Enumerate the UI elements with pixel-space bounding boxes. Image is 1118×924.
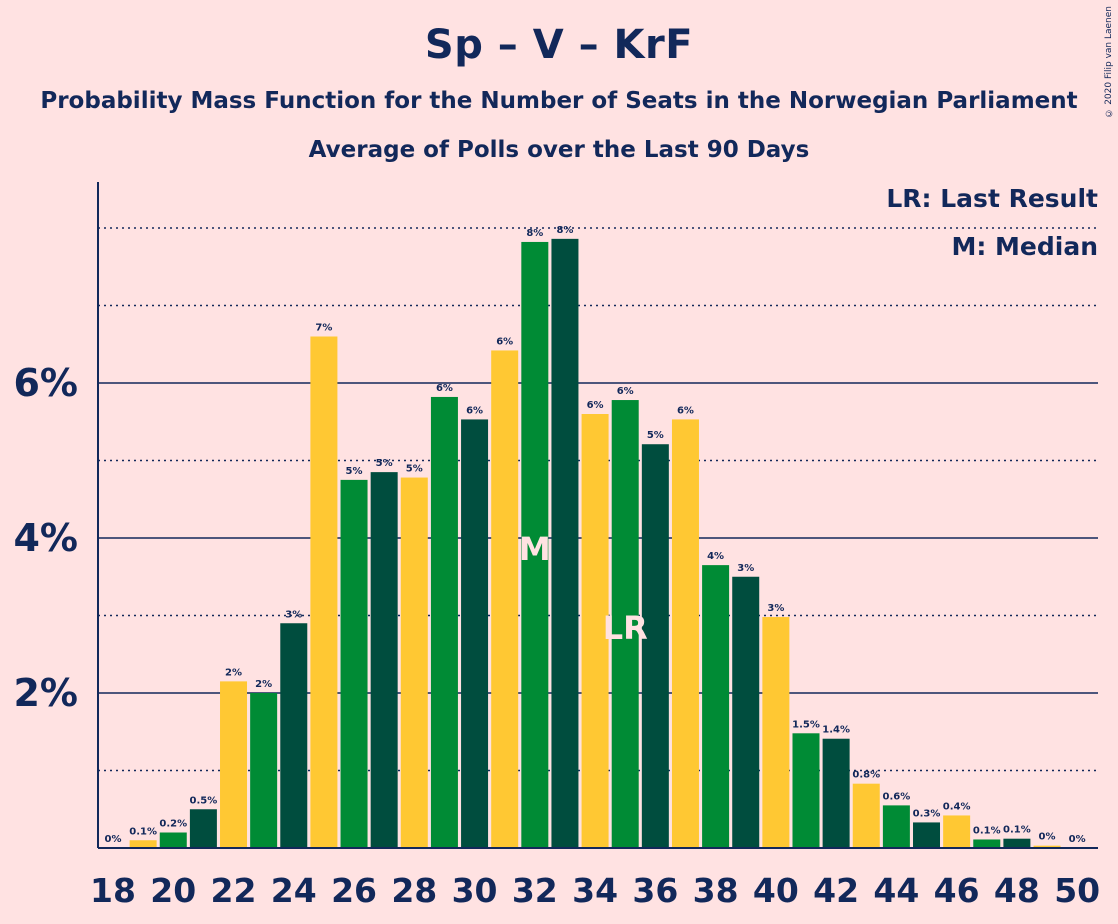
chart-title: Sp – V – KrF xyxy=(424,22,694,68)
bar xyxy=(852,783,880,848)
bar xyxy=(189,809,217,848)
bar xyxy=(671,419,699,848)
bar xyxy=(340,479,368,848)
bar-data-label: 0% xyxy=(1069,834,1086,845)
last-result-marker: LR xyxy=(603,609,648,647)
bar xyxy=(913,822,941,848)
bar-data-label: 0.6% xyxy=(883,791,911,802)
bar-data-label: 3% xyxy=(285,609,302,620)
x-tick-label: 36 xyxy=(632,871,678,910)
chart-subtitle-secondary: Average of Polls over the Last 90 Days xyxy=(308,137,810,163)
bar-data-label: 0% xyxy=(1039,832,1056,843)
x-tick-label: 44 xyxy=(873,871,919,910)
bar xyxy=(370,472,398,848)
bar xyxy=(822,738,850,848)
median-marker: M xyxy=(519,530,551,568)
bar xyxy=(551,238,579,849)
bar-data-label: 6% xyxy=(436,383,453,394)
x-tick-label: 28 xyxy=(391,871,437,910)
legend-last-result: LR: Last Result xyxy=(886,184,1098,213)
legend-median: M: Median xyxy=(951,232,1098,261)
bar-data-label: 6% xyxy=(466,405,483,416)
bar xyxy=(430,396,458,848)
bar-data-label: 2% xyxy=(225,667,242,678)
bar-data-label: 0.1% xyxy=(973,825,1001,836)
bar xyxy=(611,400,639,848)
x-tick-label: 30 xyxy=(452,871,498,910)
x-tick-label: 32 xyxy=(512,871,558,910)
x-tick-label: 42 xyxy=(813,871,859,910)
bar-data-label: 2% xyxy=(255,679,272,690)
bar-data-label: 3% xyxy=(737,563,754,574)
chart-subtitle: Probability Mass Function for the Number… xyxy=(40,88,1078,114)
bar xyxy=(310,336,338,848)
x-tick-label: 34 xyxy=(572,871,618,910)
bar xyxy=(1033,845,1061,848)
x-tick-label: 18 xyxy=(90,871,136,910)
bar-data-label: 6% xyxy=(617,386,634,397)
bar-data-label: 8% xyxy=(526,228,543,239)
bar xyxy=(581,414,609,848)
bar xyxy=(732,576,760,848)
x-tick-label: 50 xyxy=(1054,871,1100,910)
bar xyxy=(220,681,248,848)
bar xyxy=(400,477,428,848)
bar xyxy=(792,733,820,848)
bar-data-label: 1.4% xyxy=(822,725,850,736)
x-tick-label: 48 xyxy=(994,871,1040,910)
bar-data-label: 4% xyxy=(707,551,724,562)
bar xyxy=(250,693,278,848)
bar-data-label: 6% xyxy=(677,405,694,416)
x-tick-label: 20 xyxy=(150,871,196,910)
bar-data-label: 0.1% xyxy=(1003,825,1031,836)
bar xyxy=(159,832,187,848)
bar xyxy=(129,840,157,848)
bar xyxy=(973,839,1001,848)
x-tick-label: 40 xyxy=(753,871,799,910)
bar xyxy=(762,617,790,848)
bar-data-label: 0.2% xyxy=(159,819,187,830)
bar xyxy=(882,805,910,848)
bar-data-label: 0.1% xyxy=(129,826,157,837)
bar-data-label: 3% xyxy=(767,603,784,614)
y-tick-label: 4% xyxy=(13,516,78,560)
bar-data-label: 8% xyxy=(556,225,573,236)
bar-data-label: 1.5% xyxy=(792,719,820,730)
x-tick-label: 26 xyxy=(331,871,377,910)
bar-data-label: 5% xyxy=(346,466,363,477)
bar xyxy=(702,565,730,848)
bar xyxy=(521,241,549,848)
bar-data-label: 7% xyxy=(315,323,332,334)
bar-data-label: 0% xyxy=(105,834,122,845)
bar-data-label: 0.5% xyxy=(190,795,218,806)
bar-data-label: 5% xyxy=(376,458,393,469)
bar-data-label: 0.4% xyxy=(943,801,971,812)
bar xyxy=(280,623,308,848)
x-tick-label: 38 xyxy=(693,871,739,910)
bar-data-label: 6% xyxy=(587,400,604,411)
y-tick-label: 6% xyxy=(13,361,78,405)
bar xyxy=(943,815,971,848)
bar-data-label: 6% xyxy=(496,336,513,347)
bar-data-label: 5% xyxy=(406,464,423,475)
x-tick-label: 46 xyxy=(934,871,980,910)
bar-data-label: 0.3% xyxy=(913,808,941,819)
bar-data-label: 5% xyxy=(647,430,664,441)
x-tick-label: 24 xyxy=(271,871,317,910)
bar-data-label: 0.8% xyxy=(852,770,880,781)
bar xyxy=(641,444,669,848)
y-tick-label: 2% xyxy=(13,671,78,715)
x-tick-label: 22 xyxy=(211,871,257,910)
bar xyxy=(1003,838,1031,848)
bar xyxy=(491,350,519,848)
bar xyxy=(461,419,489,848)
